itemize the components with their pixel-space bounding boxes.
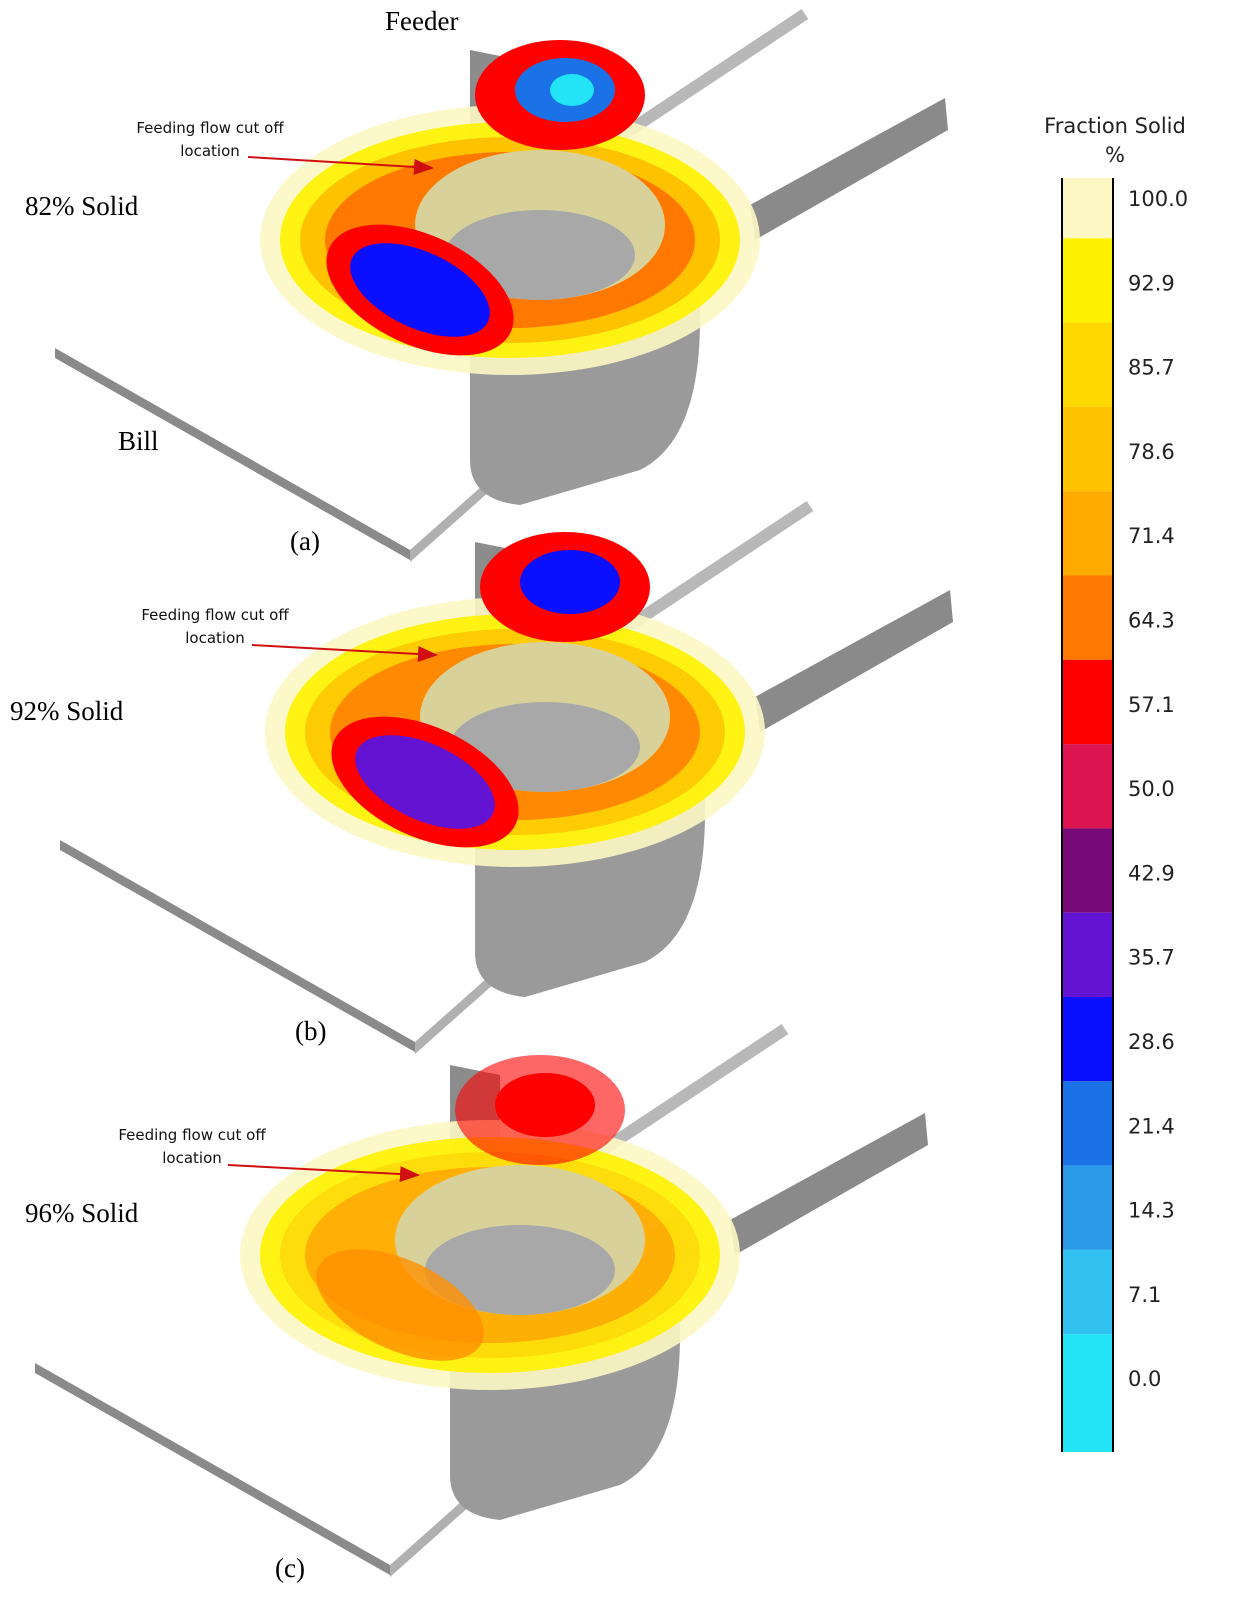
colorbar-tick-label: 7.1	[1128, 1283, 1161, 1307]
feeder-core	[550, 74, 594, 106]
colorbar-tick-label: 50.0	[1128, 777, 1175, 801]
colorbar: Fraction Solid%100.0 92.9 85.7 78.6 71.4 64.3…	[1044, 114, 1188, 1452]
simulation-panel	[35, 1029, 928, 1577]
feeder-label: Feeder	[385, 6, 458, 36]
colorbar-tick-label: 21.4	[1128, 1114, 1175, 1138]
color-band	[1062, 178, 1113, 238]
colorbar-tick-label: 92.9	[1128, 271, 1175, 295]
colorbar-tick-label: 57.1	[1128, 693, 1175, 717]
plate-edge	[55, 348, 410, 560]
color-band	[1062, 744, 1113, 828]
panel-label: (b)	[295, 1016, 326, 1046]
color-band	[1062, 1166, 1113, 1250]
note: location	[162, 1149, 222, 1167]
note: Feeding flow cut off	[136, 119, 284, 137]
colorbar-tick-label: 42.9	[1128, 861, 1175, 885]
panel-label: (a)	[290, 526, 320, 556]
note: location	[185, 629, 245, 647]
note: Feeding flow cut off	[118, 1126, 266, 1144]
color-band	[1062, 576, 1113, 660]
panels: 82% Solid (a) Feeding flow cut off location…	[10, 6, 953, 1583]
colorbar-tick-label: 64.3	[1128, 609, 1175, 633]
colorbar-tick-label: 100.0	[1128, 187, 1188, 211]
figure: 82% Solid (a) Feeding flow cut off location…	[0, 0, 1253, 1623]
color-band	[1062, 323, 1113, 407]
bill-label: Bill	[118, 426, 159, 456]
colorbar-unit: %	[1105, 143, 1125, 167]
simulation-panel	[60, 506, 953, 1054]
colorbar-tick-label: 71.4	[1128, 524, 1175, 548]
colorbar-title: Fraction Solid	[1044, 114, 1186, 138]
colorbar-tick-label: 0.0	[1128, 1367, 1161, 1391]
color-band	[1062, 407, 1113, 491]
feeder-core	[495, 1073, 595, 1137]
panel-label: (c)	[275, 1553, 305, 1583]
color-band	[1062, 997, 1113, 1081]
plate-edge	[35, 1363, 390, 1575]
colorbar-tick-label: 78.6	[1128, 440, 1175, 464]
colorbar-tick-label: 14.3	[1128, 1199, 1175, 1223]
color-band	[1062, 491, 1113, 575]
color-band	[1062, 1081, 1113, 1165]
colorbar-tick-label: 28.6	[1128, 1030, 1175, 1054]
state-label: 92% Solid	[10, 696, 124, 726]
colorbar-tick-label: 85.7	[1128, 356, 1175, 380]
color-band	[1062, 1250, 1113, 1334]
color-band	[1062, 660, 1113, 744]
color-band	[1062, 238, 1113, 322]
feeder-core	[520, 550, 620, 614]
plate-edge	[60, 840, 415, 1052]
note: location	[180, 142, 240, 160]
color-band	[1062, 828, 1113, 912]
color-band	[1062, 913, 1113, 997]
state-label: 96% Solid	[25, 1198, 139, 1228]
simulation-panel	[55, 14, 948, 562]
colorbar-tick-label: 35.7	[1128, 946, 1175, 970]
state-label: 82% Solid	[25, 191, 139, 221]
color-band	[1062, 1334, 1113, 1452]
note: Feeding flow cut off	[141, 606, 289, 624]
